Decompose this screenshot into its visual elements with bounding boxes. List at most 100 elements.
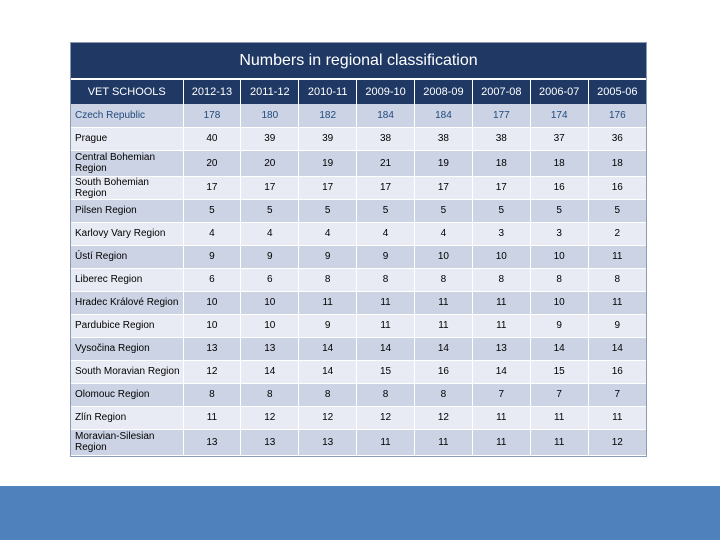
- region-name-cell: Vysočina Region: [71, 337, 184, 361]
- table-row-total: Czech Republic 178 180 182 184 184 177 174 176: [71, 104, 646, 128]
- value-cell: 17: [240, 176, 300, 200]
- value-cell: 21: [356, 150, 415, 177]
- regional-table: VET SCHOOLS 2012-13 2011-12 2010-11 2009-10 2…: [71, 80, 646, 456]
- value-cell: 8: [356, 383, 415, 407]
- value-cell: 20: [240, 150, 300, 177]
- value-cell: 14: [530, 337, 589, 361]
- column-header-year: 2005-06: [588, 80, 646, 104]
- value-cell: 11: [356, 314, 415, 338]
- value-cell: 13: [183, 429, 242, 456]
- value-cell: 5: [298, 199, 358, 223]
- table-row: Karlovy Vary Region 4 4 4 4 4 3 3 2: [71, 222, 646, 246]
- value-cell: 12: [298, 406, 358, 430]
- table-row: Prague 40 39 39 38 38 38 37 36: [71, 127, 646, 151]
- region-name-cell: Pardubice Region: [71, 314, 184, 338]
- value-cell: 5: [588, 199, 646, 223]
- table-row: Hradec Králové Region 10 10 11 11 11 11 10 11: [71, 291, 646, 315]
- value-cell: 15: [356, 360, 415, 384]
- value-cell: 6: [183, 268, 242, 292]
- value-cell: 13: [240, 429, 300, 456]
- value-cell: 13: [183, 337, 242, 361]
- table-row: Olomouc Region 8 8 8 8 8 7 7 7: [71, 383, 646, 407]
- value-cell: 11: [588, 406, 646, 430]
- value-cell: 8: [183, 383, 242, 407]
- value-cell: 9: [530, 314, 589, 338]
- table-row: South Bohemian Region 17 17 17 17 17 17 16 16: [71, 176, 646, 200]
- value-cell: 17: [356, 176, 415, 200]
- value-cell: 10: [183, 291, 242, 315]
- value-cell: 5: [414, 199, 473, 223]
- value-cell: 38: [472, 127, 531, 151]
- value-cell: 8: [530, 268, 589, 292]
- value-cell: 12: [240, 406, 300, 430]
- value-cell: 12: [356, 406, 415, 430]
- value-cell: 14: [298, 337, 358, 361]
- value-cell: 11: [472, 314, 531, 338]
- footer-band: [0, 486, 720, 540]
- value-cell: 11: [530, 406, 589, 430]
- value-cell: 14: [588, 337, 646, 361]
- table-title: Numbers in regional classification: [71, 43, 646, 80]
- value-cell: 8: [472, 268, 531, 292]
- column-header-year: 2012-13: [183, 80, 242, 104]
- value-cell: 12: [183, 360, 242, 384]
- value-cell: 11: [414, 314, 473, 338]
- value-cell: 16: [530, 176, 589, 200]
- table-body: Czech Republic 178 180 182 184 184 177 174 176 Pr…: [71, 104, 646, 456]
- column-header-year: 2009-10: [356, 80, 415, 104]
- header-row: VET SCHOOLS 2012-13 2011-12 2010-11 2009-10 2…: [71, 80, 646, 104]
- value-cell: 177: [472, 104, 531, 128]
- value-cell: 11: [588, 245, 646, 269]
- regional-table-panel: Numbers in regional classification VET S…: [70, 42, 647, 457]
- value-cell: 8: [298, 268, 358, 292]
- value-cell: 11: [298, 291, 358, 315]
- value-cell: 10: [240, 291, 300, 315]
- value-cell: 6: [240, 268, 300, 292]
- value-cell: 5: [356, 199, 415, 223]
- value-cell: 10: [414, 245, 473, 269]
- value-cell: 38: [414, 127, 473, 151]
- value-cell: 178: [183, 104, 242, 128]
- value-cell: 18: [472, 150, 531, 177]
- value-cell: 7: [588, 383, 646, 407]
- value-cell: 5: [183, 199, 242, 223]
- value-cell: 11: [183, 406, 242, 430]
- value-cell: 4: [298, 222, 358, 246]
- region-name-cell: Pilsen Region: [71, 199, 184, 223]
- value-cell: 16: [588, 176, 646, 200]
- value-cell: 39: [240, 127, 300, 151]
- table-row: South Moravian Region 12 14 14 15 16 14 15 16: [71, 360, 646, 384]
- value-cell: 8: [414, 383, 473, 407]
- table-row: Central Bohemian Region 20 20 19 21 19 18 18 18: [71, 150, 646, 177]
- value-cell: 14: [356, 337, 415, 361]
- value-cell: 11: [356, 429, 415, 456]
- value-cell: 5: [240, 199, 300, 223]
- value-cell: 14: [472, 360, 531, 384]
- value-cell: 4: [414, 222, 473, 246]
- region-name-cell: Moravian-Silesian Region: [71, 429, 184, 456]
- column-header-year: 2008-09: [414, 80, 473, 104]
- value-cell: 11: [530, 429, 589, 456]
- table-row: Moravian-Silesian Region 13 13 13 11 11 11 11 12: [71, 429, 646, 456]
- value-cell: 40: [183, 127, 242, 151]
- value-cell: 11: [472, 406, 531, 430]
- value-cell: 15: [530, 360, 589, 384]
- value-cell: 10: [183, 314, 242, 338]
- value-cell: 39: [298, 127, 358, 151]
- region-name-cell: Liberec Region: [71, 268, 184, 292]
- value-cell: 16: [414, 360, 473, 384]
- value-cell: 8: [240, 383, 300, 407]
- value-cell: 38: [356, 127, 415, 151]
- value-cell: 10: [472, 245, 531, 269]
- value-cell: 7: [472, 383, 531, 407]
- value-cell: 12: [588, 429, 646, 456]
- region-name-cell: Olomouc Region: [71, 383, 184, 407]
- value-cell: 11: [588, 291, 646, 315]
- table-row: Pardubice Region 10 10 9 11 11 11 9 9: [71, 314, 646, 338]
- value-cell: 11: [356, 291, 415, 315]
- region-name-cell: Prague: [71, 127, 184, 151]
- value-cell: 4: [240, 222, 300, 246]
- value-cell: 5: [472, 199, 531, 223]
- value-cell: 2: [588, 222, 646, 246]
- region-name-cell: Ústí Region: [71, 245, 184, 269]
